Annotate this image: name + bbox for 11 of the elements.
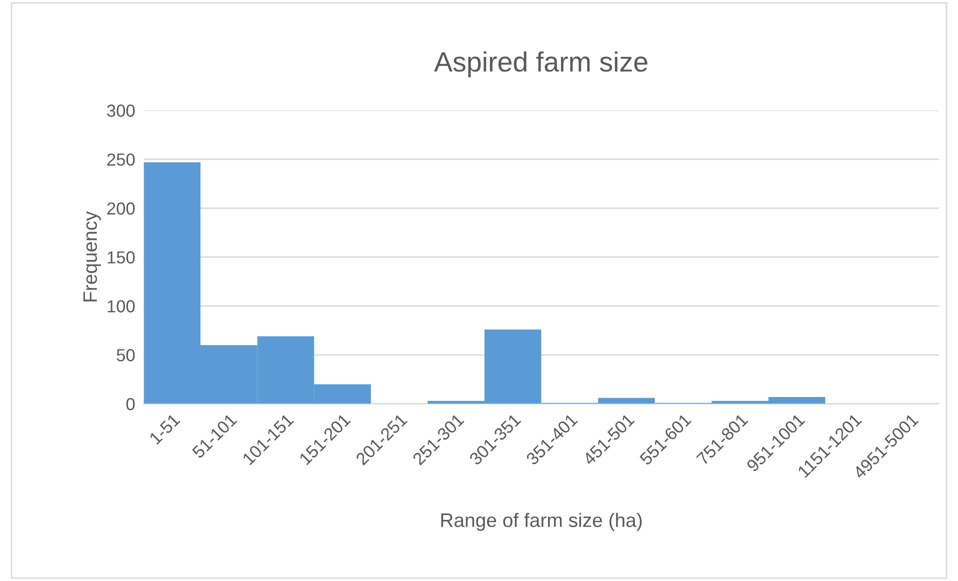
y-tick-label: 50	[116, 349, 135, 362]
y-tick-label: 0	[126, 398, 135, 410]
y-tick-label: 100	[108, 300, 135, 312]
y-tick-label: 250	[107, 153, 135, 166]
chart-title: Aspired farm size	[434, 51, 648, 78]
y-tick-label: 300	[107, 104, 135, 117]
y-tick-label: 200	[107, 202, 135, 215]
x-axis-title: Range of farm size (ha)	[441, 512, 642, 531]
x-tick-label: 1-51	[148, 413, 181, 445]
y-axis-title: Frequency	[83, 211, 101, 302]
y-tick-label: 150	[108, 251, 135, 264]
